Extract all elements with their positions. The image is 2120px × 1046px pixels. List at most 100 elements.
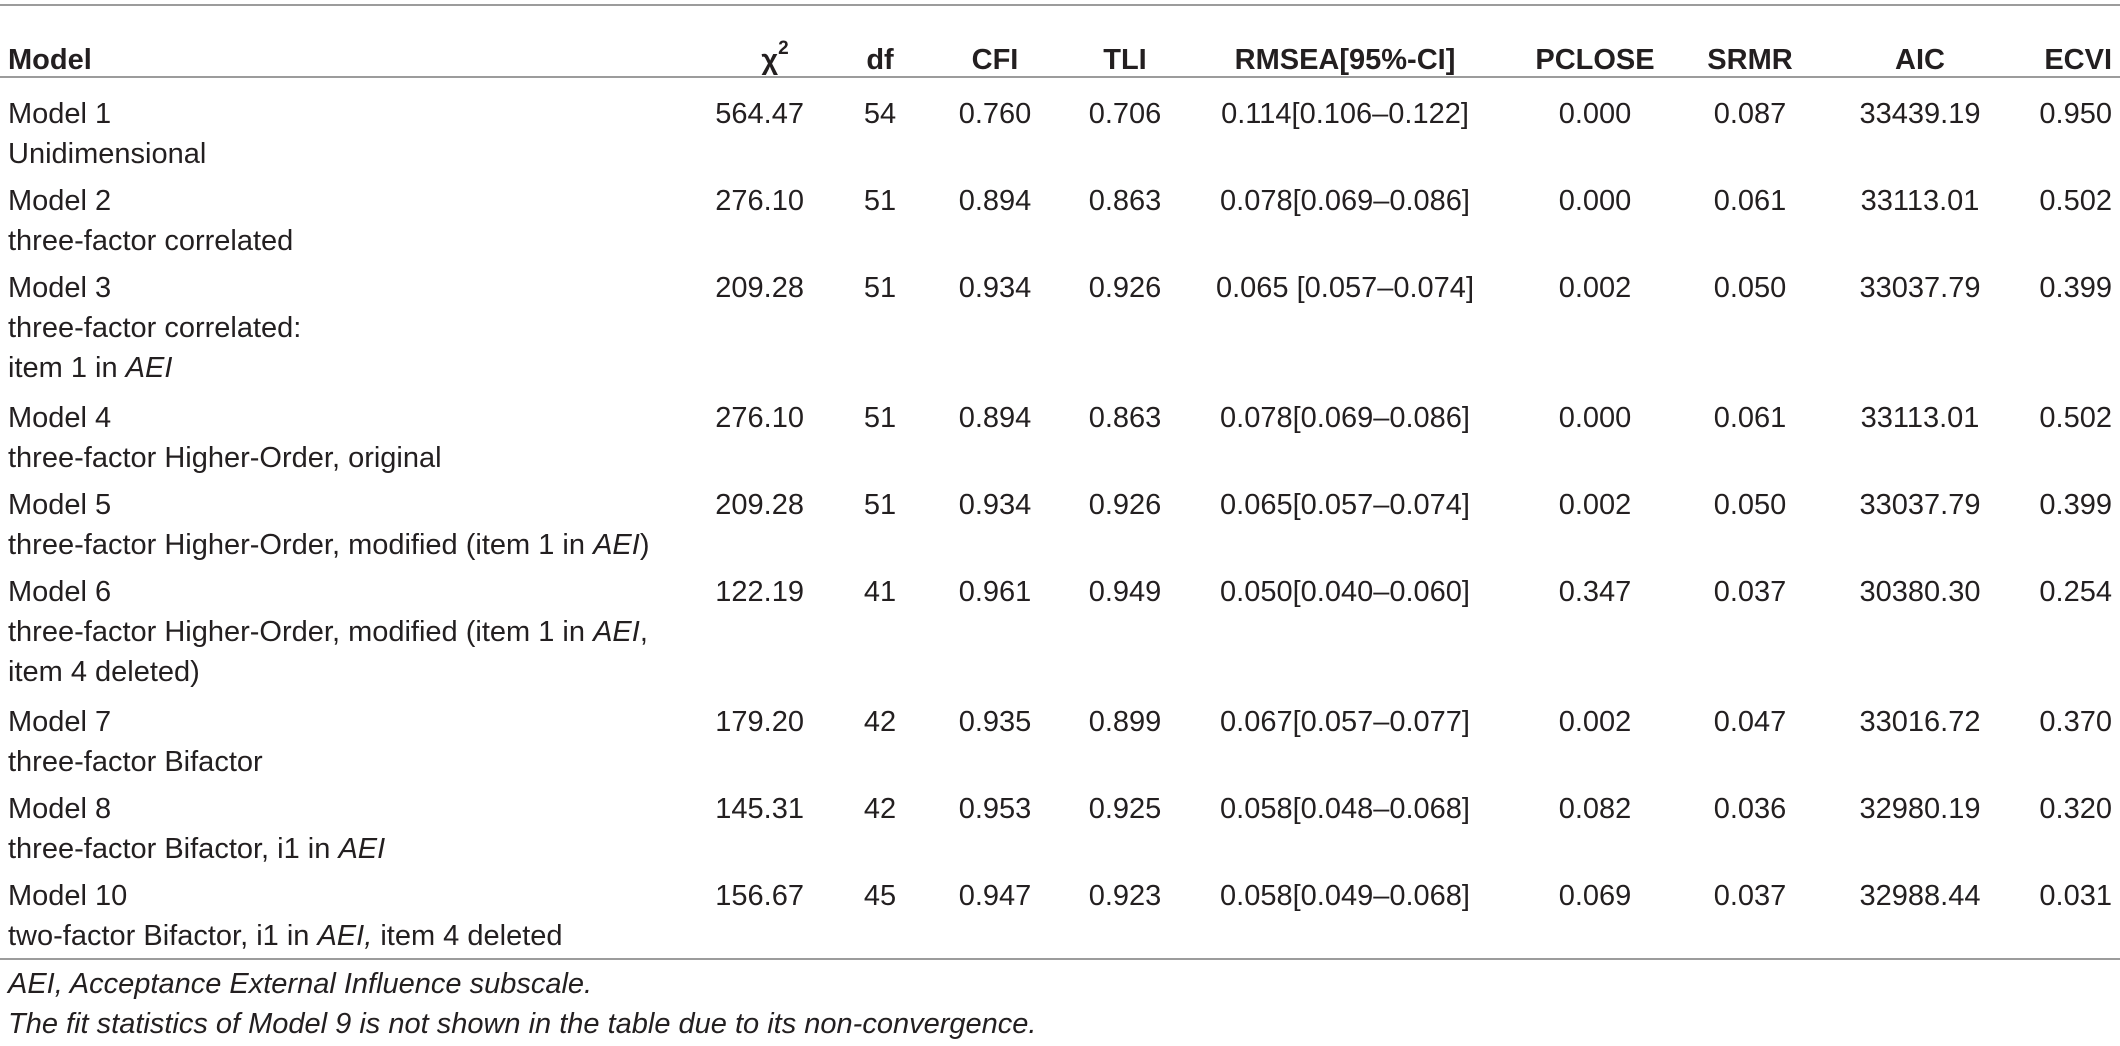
cell-tli: 0.925 (1088, 793, 1162, 825)
cell-pclose: 0.347 (1558, 576, 1632, 608)
header-rmsea: RMSEA[95%-CI] (1234, 44, 1456, 76)
cell-rmsea: 0.058[0.048–0.068] (1220, 793, 1470, 825)
subscale-abbreviation: AEI (593, 529, 640, 561)
cell-df: 54 (863, 98, 897, 130)
cell-model: Model 6 (8, 576, 112, 608)
cell-cfi: 0.894 (958, 402, 1032, 434)
header-chi: χ (761, 44, 779, 76)
cell-tli: 0.706 (1088, 98, 1162, 130)
cell-srmr: 0.061 (1713, 402, 1787, 434)
cell-df: 51 (863, 185, 897, 217)
cell-cfi: 0.934 (958, 272, 1032, 304)
cell-srmr: 0.036 (1713, 793, 1787, 825)
table-top-rule (0, 4, 2120, 6)
model-description: three-factor Higher-Order, modified (ite… (8, 612, 748, 692)
cell-model: Model 5 (8, 489, 112, 521)
cell-rmsea: 0.078[0.069–0.086] (1220, 402, 1470, 434)
header-bottom-rule (0, 76, 2120, 78)
cell-ecvi: 0.254 (2039, 576, 2112, 608)
cell-tli: 0.949 (1088, 576, 1162, 608)
cell-aic: 30380.30 (1859, 576, 1981, 608)
model-description: three-factor correlated: item 1 in AEI (8, 308, 748, 388)
description-text: item 4 deleted (372, 920, 563, 952)
description-text: Unidimensional (8, 138, 207, 170)
cell-chi: 145.31 (715, 793, 804, 825)
cell-chi: 209.28 (715, 489, 804, 521)
cell-aic: 33113.01 (1860, 402, 1980, 434)
cell-df: 42 (863, 793, 897, 825)
model-description: three-factor Bifactor, i1 in AEI (8, 829, 748, 869)
cell-rmsea: 0.067[0.057–0.077] (1220, 706, 1470, 738)
cell-ecvi: 0.502 (2039, 185, 2112, 217)
footnote-model9: The fit statistics of Model 9 is not sho… (8, 1008, 1037, 1040)
cell-aic: 32988.44 (1859, 880, 1981, 912)
header-ecvi: ECVI (2044, 44, 2112, 76)
cell-cfi: 0.935 (958, 706, 1032, 738)
cell-ecvi: 0.502 (2039, 402, 2112, 434)
cell-chi: 564.47 (715, 98, 804, 130)
cell-cfi: 0.760 (958, 98, 1032, 130)
cell-df: 41 (863, 576, 897, 608)
description-text: ) (639, 529, 650, 561)
cell-chi: 156.67 (715, 880, 804, 912)
cell-rmsea: 0.065[0.057–0.074] (1220, 489, 1470, 521)
cell-chi: 179.20 (715, 706, 804, 738)
cell-model: Model 8 (8, 793, 112, 825)
description-text: three-factor Bifactor, i1 in (8, 833, 339, 865)
cell-tli: 0.863 (1088, 402, 1162, 434)
cell-pclose: 0.069 (1558, 880, 1632, 912)
model-description: three-factor correlated (8, 221, 748, 261)
subscale-abbreviation: AEI (593, 616, 640, 648)
cell-pclose: 0.000 (1558, 185, 1632, 217)
cell-df: 45 (863, 880, 897, 912)
description-text: three-factor Higher-Order, modified (ite… (8, 529, 594, 561)
header-tli: TLI (1103, 44, 1147, 76)
cell-pclose: 0.000 (1558, 98, 1632, 130)
header-chi-square: χ2 (690, 39, 860, 80)
cell-model: Model 4 (8, 402, 112, 434)
cell-ecvi: 0.399 (2039, 489, 2112, 521)
model-description: two-factor Bifactor, i1 in AEI, item 4 d… (8, 916, 748, 956)
cell-ecvi: 0.370 (2039, 706, 2112, 738)
cell-cfi: 0.953 (958, 793, 1032, 825)
cell-srmr: 0.037 (1713, 576, 1787, 608)
description-text: item 1 in (8, 352, 126, 384)
header-model: Model (8, 44, 92, 76)
cell-srmr: 0.050 (1713, 272, 1787, 304)
cell-chi: 209.28 (715, 272, 804, 304)
description-text: item 4 deleted) (8, 656, 200, 688)
cell-model: Model 3 (8, 272, 112, 304)
cell-rmsea: 0.058[0.049–0.068] (1220, 880, 1470, 912)
cell-aic: 33439.19 (1859, 98, 1981, 130)
table-bottom-rule (0, 958, 2120, 960)
cell-pclose: 0.082 (1558, 793, 1632, 825)
cell-cfi: 0.947 (958, 880, 1032, 912)
header-pclose: PCLOSE (1535, 44, 1655, 76)
cell-aic: 33037.79 (1859, 272, 1981, 304)
footnote-abbreviation: AEI, Acceptance External Influence subsc… (8, 968, 593, 1000)
model-description: three-factor Bifactor (8, 742, 748, 782)
cell-srmr: 0.047 (1713, 706, 1787, 738)
cell-model: Model 2 (8, 185, 112, 217)
cell-cfi: 0.961 (958, 576, 1032, 608)
cell-chi: 276.10 (715, 402, 804, 434)
cell-pclose: 0.002 (1558, 489, 1632, 521)
description-text: three-factor correlated: (8, 312, 302, 344)
cell-rmsea: 0.078[0.069–0.086] (1220, 185, 1470, 217)
cell-srmr: 0.087 (1713, 98, 1787, 130)
cell-df: 42 (863, 706, 897, 738)
cell-tli: 0.926 (1088, 272, 1162, 304)
cell-pclose: 0.000 (1558, 402, 1632, 434)
cell-chi: 276.10 (715, 185, 804, 217)
cell-df: 51 (863, 402, 897, 434)
header-df: df (866, 44, 894, 76)
subscale-abbreviation: AEI, (317, 920, 373, 952)
cell-model: Model 10 (8, 880, 128, 912)
cell-aic: 33037.79 (1859, 489, 1981, 521)
cell-ecvi: 0.320 (2039, 793, 2112, 825)
model-description: Unidimensional (8, 134, 748, 174)
cell-chi: 122.19 (715, 576, 804, 608)
cell-cfi: 0.934 (958, 489, 1032, 521)
subscale-abbreviation: AEI (338, 833, 386, 865)
